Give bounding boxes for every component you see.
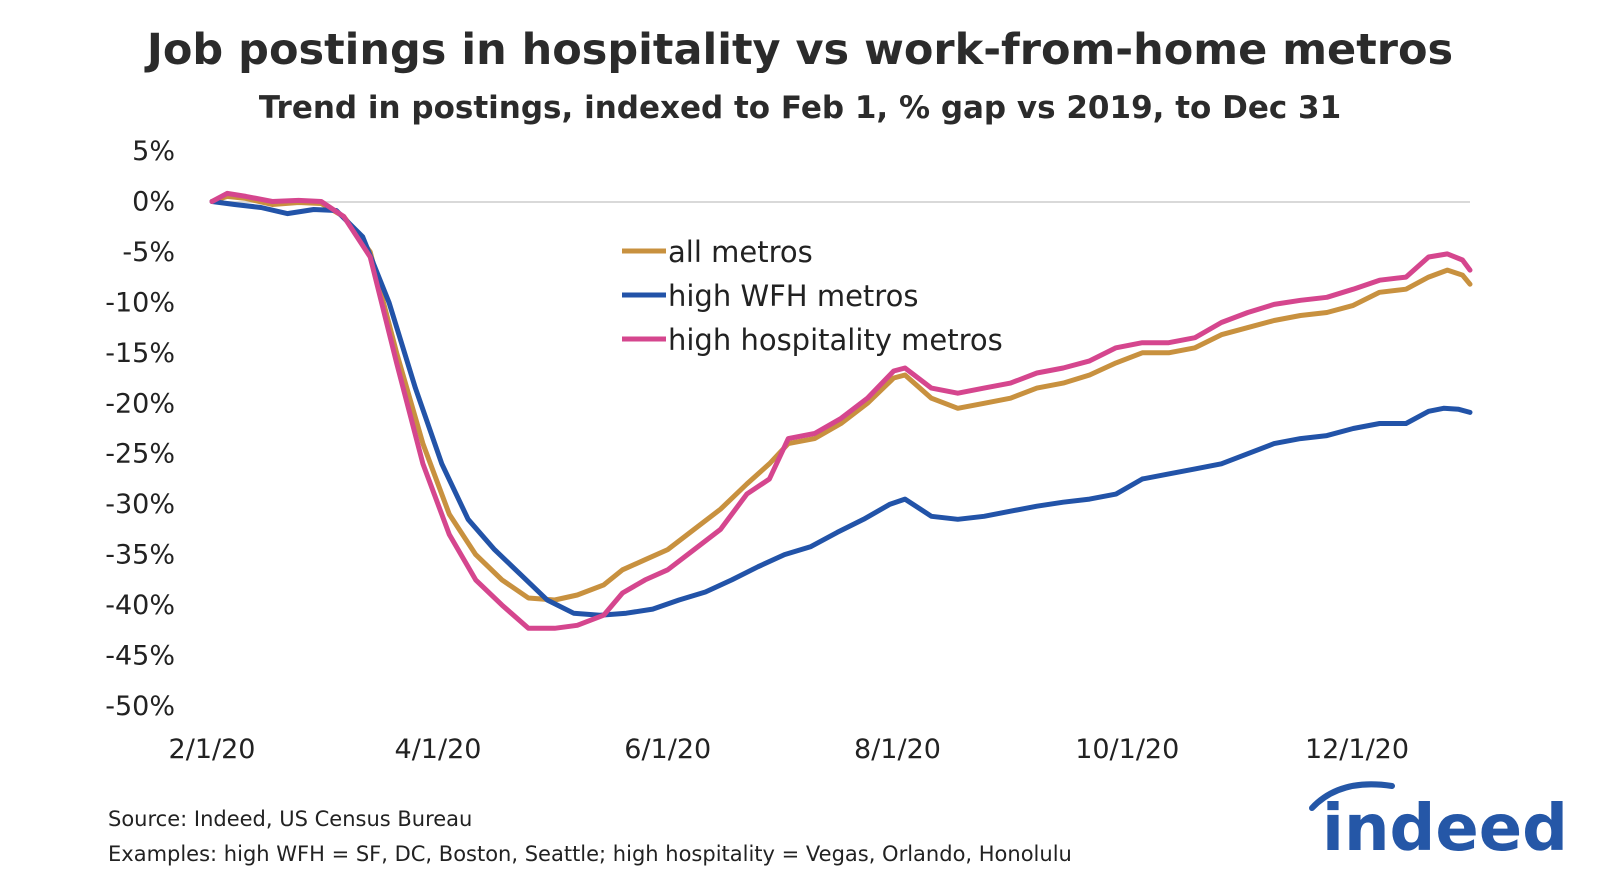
y-tick-label: 0% (132, 186, 175, 217)
x-tick-label: 4/1/20 (395, 734, 482, 765)
source-note: Source: Indeed, US Census Bureau (108, 807, 472, 831)
y-tick-label: -45% (105, 641, 175, 672)
legend-label: high WFH metros (668, 279, 918, 313)
x-axis: 2/1/20 4/1/20 6/1/20 8/1/20 10/1/20 12/1/20 (169, 734, 1410, 765)
x-tick-label: 10/1/20 (1075, 734, 1179, 765)
legend: all metros high WFH metros high hospitalit… (622, 235, 1003, 357)
y-tick-label: -5% (122, 237, 175, 268)
x-tick-label: 6/1/20 (624, 734, 711, 765)
y-tick-label: 5% (132, 136, 175, 167)
indeed-logo-arc (1309, 781, 1395, 811)
y-tick-label: -20% (105, 388, 175, 419)
x-tick-label: 12/1/20 (1305, 734, 1409, 765)
plot-area (209, 190, 1473, 631)
legend-label: all metros (668, 235, 813, 269)
indeed-logo: indeed (1309, 781, 1568, 866)
y-tick-label: -50% (105, 691, 175, 722)
series-line-all-metros (209, 193, 1473, 603)
y-tick-label: -15% (105, 338, 175, 369)
y-tick-label: -35% (105, 540, 175, 571)
chart-subtitle: Trend in postings, indexed to Feb 1, % g… (259, 90, 1341, 126)
series-line-high-hospitality-metros (209, 190, 1473, 631)
examples-note: Examples: high WFH = SF, DC, Boston, Sea… (108, 842, 1072, 866)
indeed-logo-text: indeed (1322, 792, 1568, 866)
series-line-high-wfh-metros (209, 199, 1473, 618)
y-tick-label: -25% (105, 439, 175, 470)
y-axis: 5% 0% -5% -10% -15% -20% -25% -30% -35% -40% -45% -… (105, 136, 175, 722)
x-tick-label: 2/1/20 (169, 734, 256, 765)
chart-title: Job postings in hospitality vs work-from… (144, 25, 1453, 75)
y-tick-label: -30% (105, 489, 175, 520)
y-tick-label: -40% (105, 590, 175, 621)
y-tick-label: -10% (105, 287, 175, 318)
x-tick-label: 8/1/20 (854, 734, 941, 765)
legend-label: high hospitality metros (668, 323, 1003, 357)
